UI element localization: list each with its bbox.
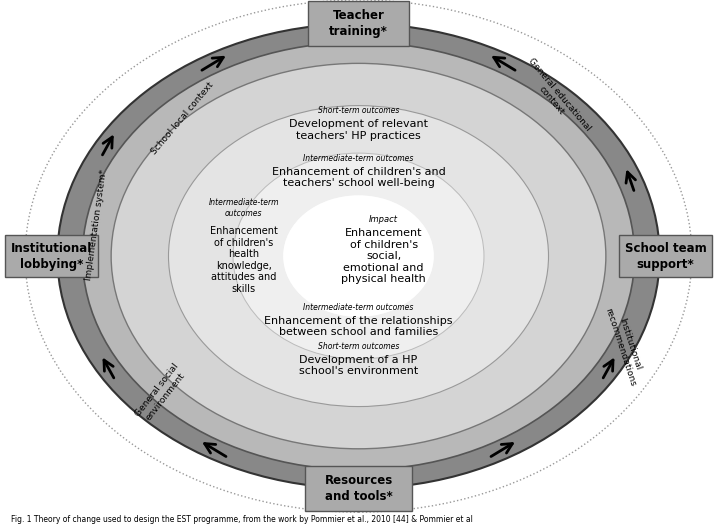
Ellipse shape (82, 42, 635, 470)
Text: Intermediate-term
outcomes: Intermediate-term outcomes (209, 198, 279, 218)
FancyBboxPatch shape (5, 235, 98, 277)
Ellipse shape (57, 24, 660, 488)
Text: Intermediate-term outcomes: Intermediate-term outcomes (303, 154, 414, 163)
Text: Institutional
lobbying*: Institutional lobbying* (11, 242, 92, 270)
Text: Development of a HP
school's environment: Development of a HP school's environment (299, 355, 418, 376)
FancyBboxPatch shape (308, 1, 409, 46)
Ellipse shape (283, 195, 434, 317)
Text: Short-term outcomes: Short-term outcomes (318, 106, 399, 115)
Text: Enhancement
of children's
social,
emotional and
physical health: Enhancement of children's social, emotio… (341, 228, 426, 285)
Text: Resources
and tools*: Resources and tools* (324, 474, 393, 503)
Text: Teacher
training*: Teacher training* (329, 10, 388, 38)
Ellipse shape (233, 153, 484, 359)
Text: Institutional
recommendations: Institutional recommendations (603, 304, 647, 388)
Text: School local context: School local context (150, 81, 216, 157)
Text: General social
environment: General social environment (134, 362, 189, 425)
Text: Development of relevant
teachers' HP practices: Development of relevant teachers' HP pra… (289, 119, 428, 141)
Ellipse shape (111, 63, 606, 449)
Ellipse shape (283, 195, 434, 317)
Text: General educational
context: General educational context (518, 56, 593, 139)
Text: Intermediate-term outcomes: Intermediate-term outcomes (303, 303, 414, 312)
Text: Fig. 1 Theory of change used to design the EST programme, from the work by Pommi: Fig. 1 Theory of change used to design t… (11, 515, 473, 524)
FancyBboxPatch shape (619, 235, 712, 277)
Text: Impact: Impact (369, 215, 398, 224)
Text: Implementation system*: Implementation system* (85, 168, 109, 280)
Text: Enhancement of children's and
teachers' school well-being: Enhancement of children's and teachers' … (272, 167, 445, 188)
Ellipse shape (168, 106, 549, 407)
FancyBboxPatch shape (305, 466, 412, 511)
Text: School team
support*: School team support* (625, 242, 706, 270)
Text: Enhancement of the relationships
between school and families: Enhancement of the relationships between… (265, 316, 452, 337)
Text: Enhancement
of children's
health
knowledge,
attitudes and
skills: Enhancement of children's health knowled… (210, 226, 277, 294)
Text: Short-term outcomes: Short-term outcomes (318, 342, 399, 351)
